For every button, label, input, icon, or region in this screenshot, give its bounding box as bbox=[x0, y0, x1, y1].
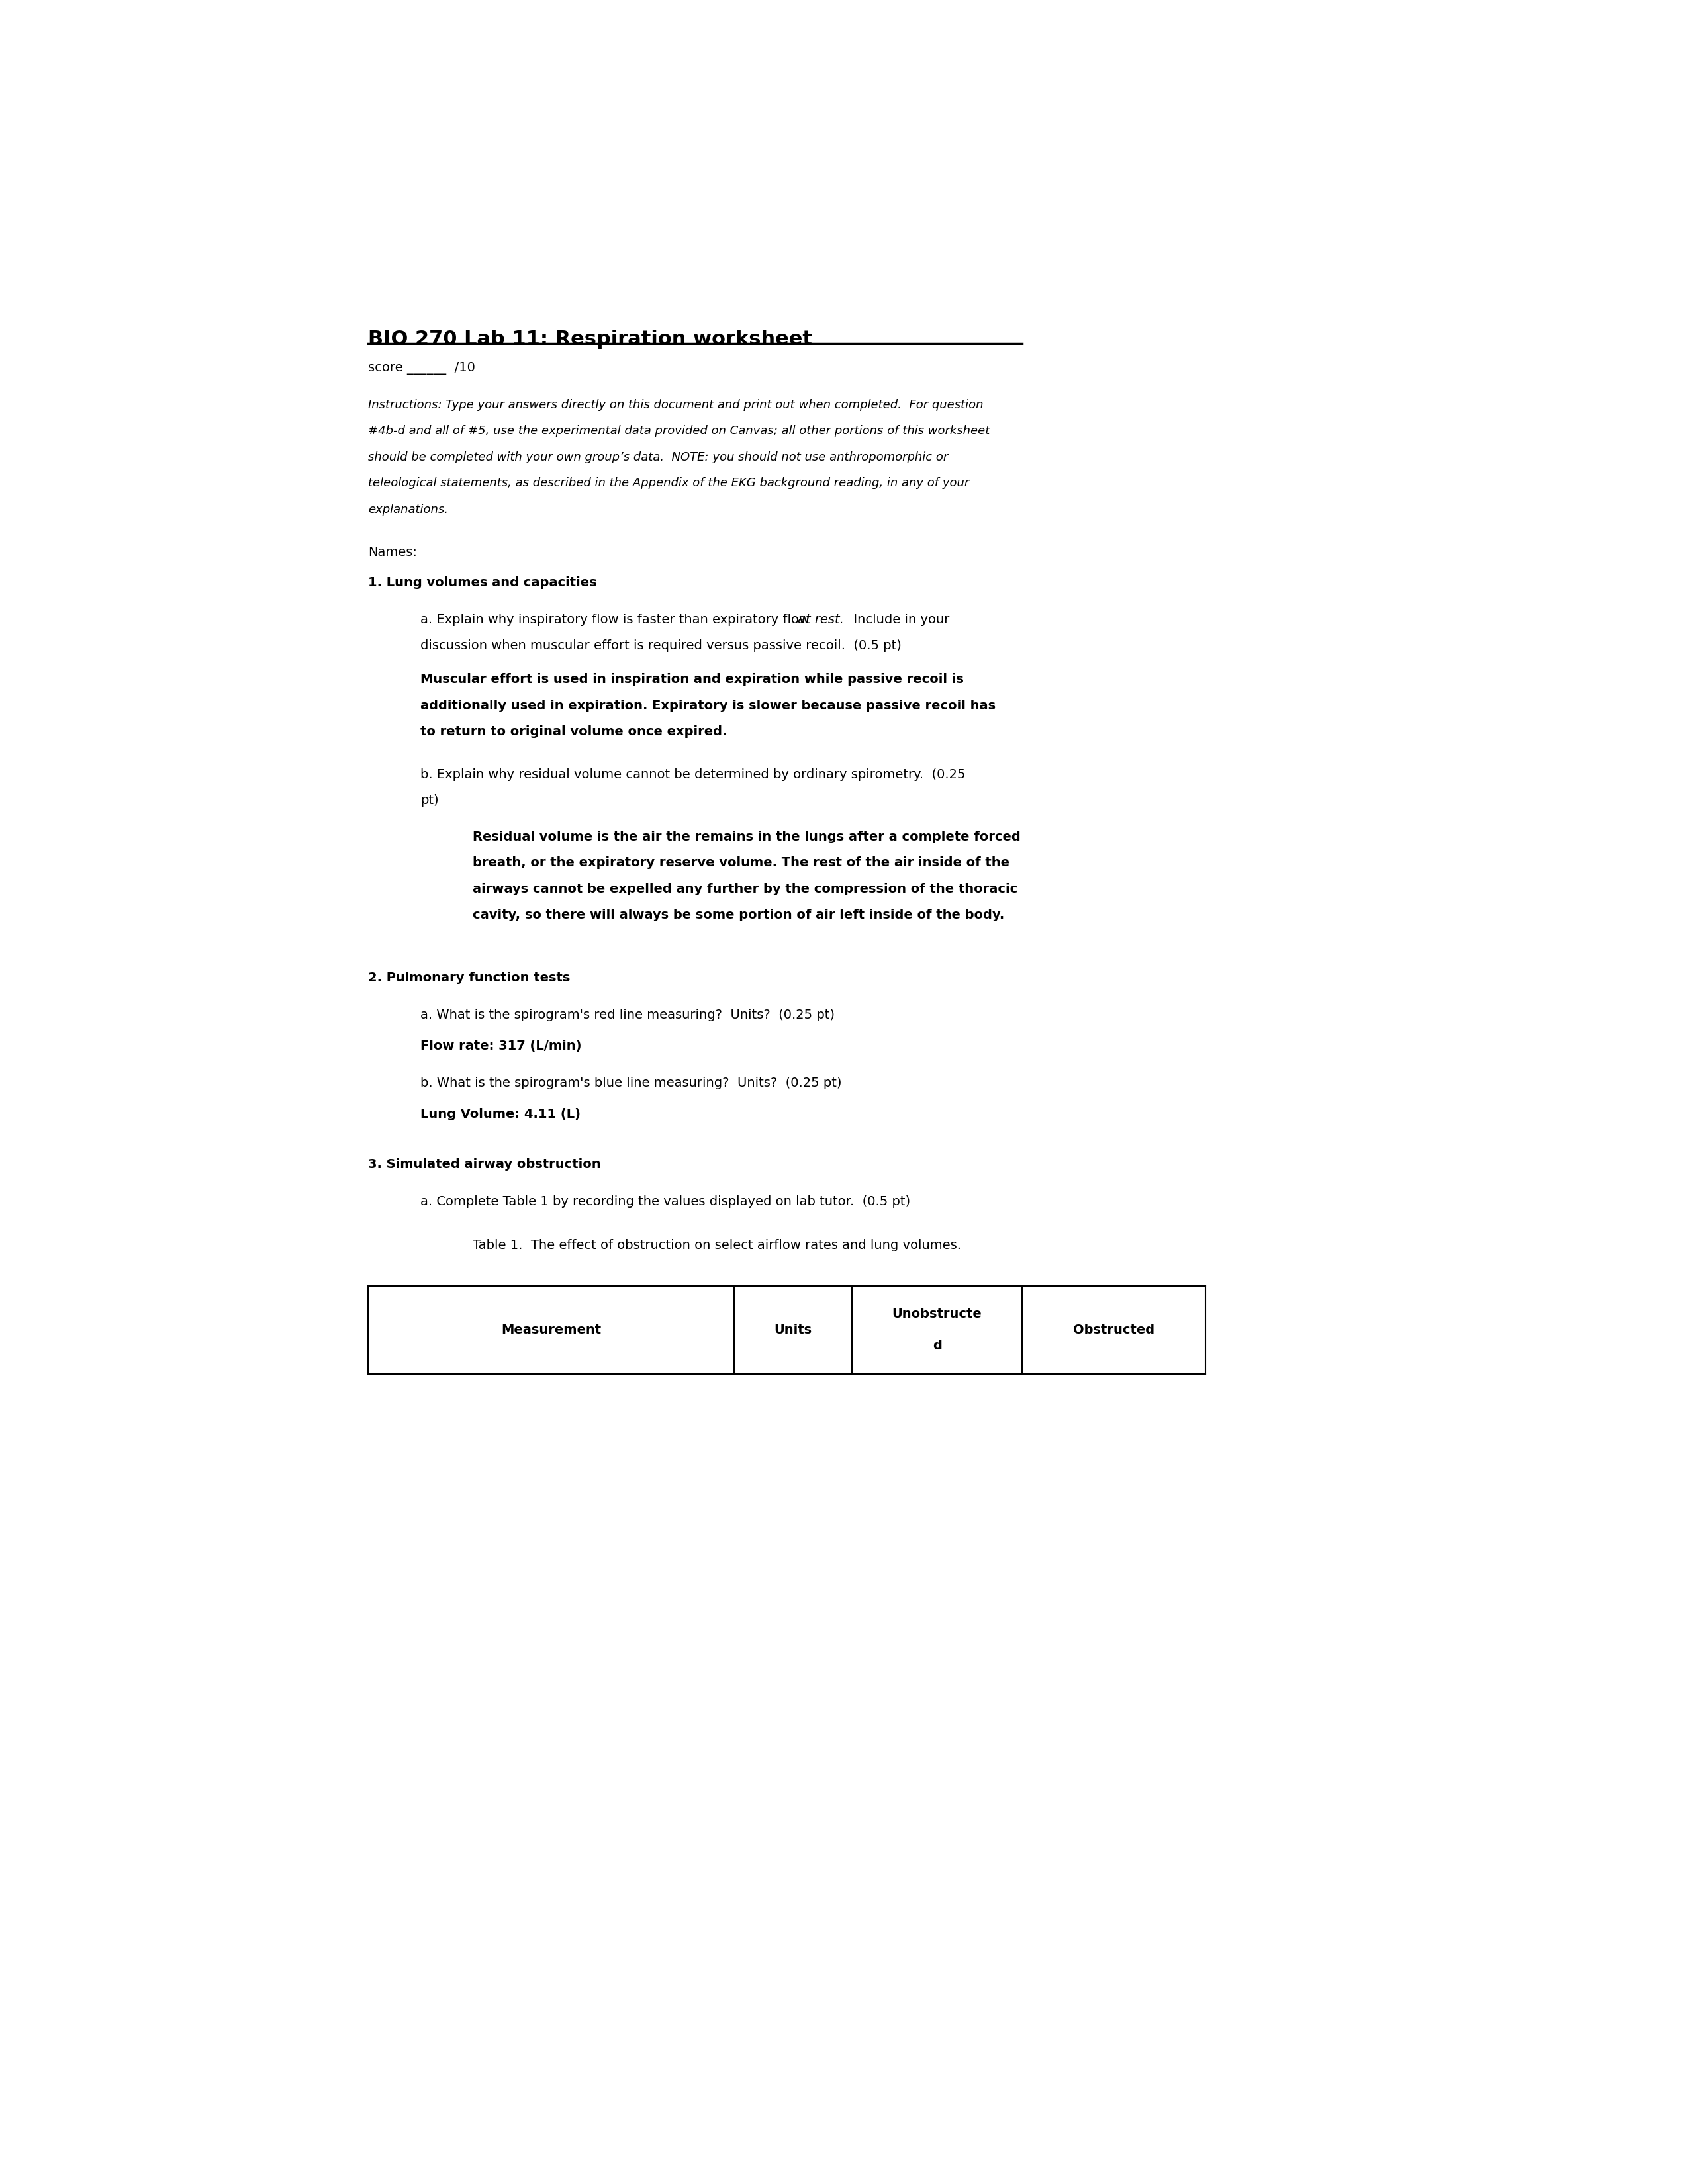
Text: 1. Lung volumes and capacities: 1. Lung volumes and capacities bbox=[368, 577, 598, 590]
Text: d: d bbox=[932, 1339, 942, 1352]
Text: breath, or the expiratory reserve volume. The rest of the air inside of the: breath, or the expiratory reserve volume… bbox=[473, 856, 1009, 869]
Text: #4b-d and all of #5, use the experimental data provided on Canvas; all other por: #4b-d and all of #5, use the experimenta… bbox=[368, 426, 989, 437]
Text: Muscular effort is used in inspiration and expiration while passive recoil is: Muscular effort is used in inspiration a… bbox=[420, 673, 964, 686]
Text: BIO 270 Lab 11: Respiration worksheet: BIO 270 Lab 11: Respiration worksheet bbox=[368, 330, 812, 349]
Text: discussion when muscular effort is required versus passive recoil.  (0.5 pt): discussion when muscular effort is requi… bbox=[420, 640, 901, 653]
Text: a. Explain why inspiratory flow is faster than expiratory flow: a. Explain why inspiratory flow is faste… bbox=[420, 614, 814, 627]
Text: Obstructed: Obstructed bbox=[1074, 1324, 1155, 1337]
Text: should be completed with your own group’s data.  NOTE: you should not use anthro: should be completed with your own group’… bbox=[368, 452, 949, 463]
Text: additionally used in expiration. Expiratory is slower because passive recoil has: additionally used in expiration. Expirat… bbox=[420, 699, 996, 712]
Text: cavity, so there will always be some portion of air left inside of the body.: cavity, so there will always be some por… bbox=[473, 909, 1004, 922]
Text: b. What is the spirogram's blue line measuring?  Units?  (0.25 pt): b. What is the spirogram's blue line mea… bbox=[420, 1077, 842, 1090]
Text: score ______  /10: score ______ /10 bbox=[368, 363, 474, 376]
Text: explanations.: explanations. bbox=[368, 502, 447, 515]
Text: 2. Pulmonary function tests: 2. Pulmonary function tests bbox=[368, 972, 571, 985]
Text: Include in your: Include in your bbox=[846, 614, 949, 627]
Text: 3. Simulated airway obstruction: 3. Simulated airway obstruction bbox=[368, 1158, 601, 1171]
Text: teleological statements, as described in the Appendix of the EKG background read: teleological statements, as described in… bbox=[368, 478, 969, 489]
Text: Instructions: Type your answers directly on this document and print out when com: Instructions: Type your answers directly… bbox=[368, 400, 984, 411]
Text: a. Complete Table 1 by recording the values displayed on lab tutor.  (0.5 pt): a. Complete Table 1 by recording the val… bbox=[420, 1195, 910, 1208]
Text: Units: Units bbox=[775, 1324, 812, 1337]
Text: b. Explain why residual volume cannot be determined by ordinary spirometry.  (0.: b. Explain why residual volume cannot be… bbox=[420, 769, 966, 782]
Text: Measurement: Measurement bbox=[501, 1324, 601, 1337]
Text: Flow rate: 317 (L/min): Flow rate: 317 (L/min) bbox=[420, 1040, 581, 1053]
Text: Table 1.  The effect of obstruction on select airflow rates and lung volumes.: Table 1. The effect of obstruction on se… bbox=[473, 1238, 960, 1251]
Text: Residual volume is the air the remains in the lungs after a complete forced: Residual volume is the air the remains i… bbox=[473, 830, 1021, 843]
Text: pt): pt) bbox=[420, 795, 439, 806]
Text: at rest.: at rest. bbox=[797, 614, 844, 627]
Text: a. What is the spirogram's red line measuring?  Units?  (0.25 pt): a. What is the spirogram's red line meas… bbox=[420, 1009, 834, 1022]
Text: airways cannot be expelled any further by the compression of the thoracic: airways cannot be expelled any further b… bbox=[473, 882, 1018, 895]
Text: Names:: Names: bbox=[368, 546, 417, 559]
Text: Lung Volume: 4.11 (L): Lung Volume: 4.11 (L) bbox=[420, 1107, 581, 1120]
Text: Unobstructe: Unobstructe bbox=[893, 1308, 982, 1321]
Text: to return to original volume once expired.: to return to original volume once expire… bbox=[420, 725, 728, 738]
